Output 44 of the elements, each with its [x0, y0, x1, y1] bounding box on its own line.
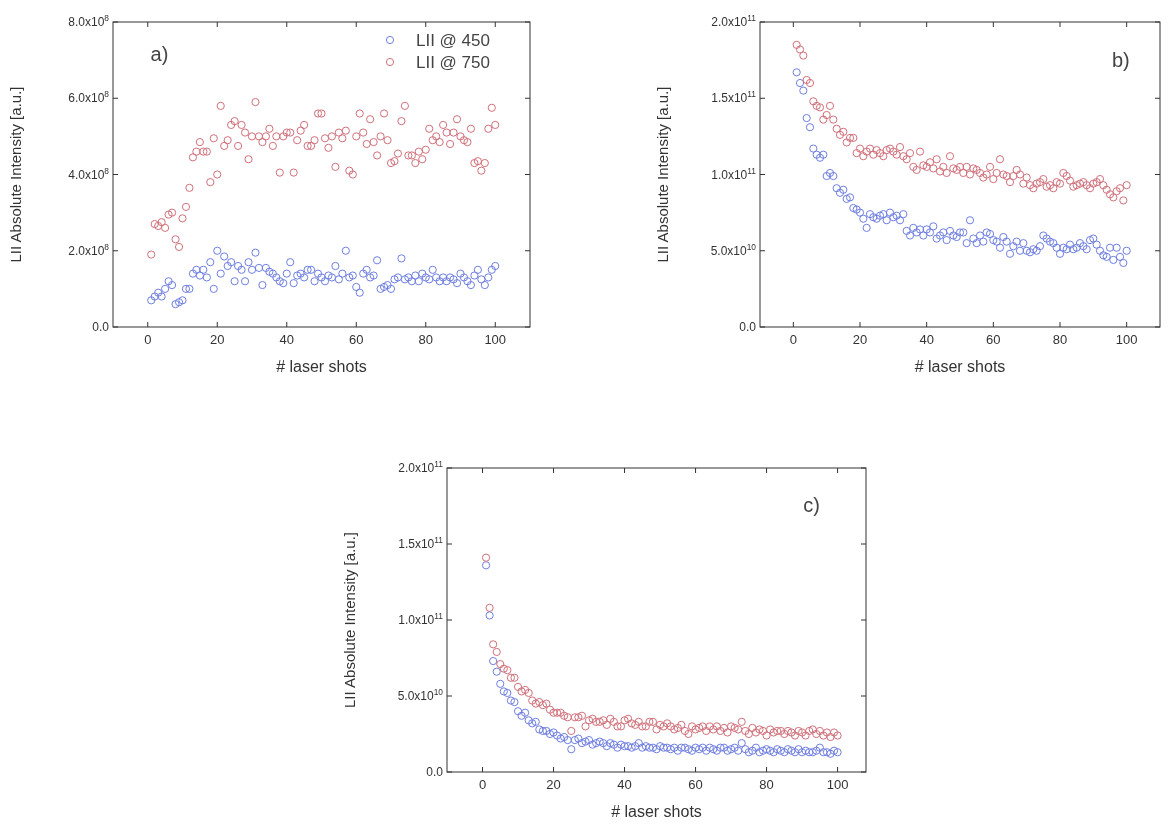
x-tick-label: 0 [789, 332, 797, 347]
y-tick-label: 1.0x10$^{11}$ [398, 611, 444, 627]
x-tick-label: 0 [478, 777, 487, 792]
y-tick-label: 8.0x10$^{8}$ [68, 13, 110, 29]
x-axis-title: # laser shots [276, 358, 367, 375]
x-tick-label: 20 [852, 332, 868, 347]
y-tick-label: 1.5x10$^{11}$ [711, 89, 757, 106]
x-tick-label: 80 [418, 332, 433, 347]
y-axis-title: LII Absolute Intensity [a.u.] [7, 86, 24, 263]
legend-label: LII @ 450 [416, 31, 490, 50]
x-tick-label: 0 [144, 332, 152, 347]
y-tick-label: 0.0 [739, 320, 757, 334]
y-tick-label: 0.0 [92, 320, 110, 334]
y-tick-label: 0.0 [426, 765, 444, 779]
y-tick-label: 2.0x10$^{11}$ [398, 459, 444, 475]
y-tick-label: 1.0x10$^{11}$ [711, 165, 757, 182]
y-axis-title: LII Absolute Intensity [a.u.] [341, 532, 358, 708]
x-tick-label: 40 [617, 777, 632, 792]
y-axis-title: LII Absolute Intensity [a.u.] [654, 86, 671, 263]
x-tick-label: 40 [919, 332, 934, 347]
y-tick-label: 4.0x10$^{8}$ [68, 165, 110, 182]
x-tick-label: 60 [349, 332, 364, 347]
x-tick-label: 60 [986, 332, 1001, 347]
y-tick-label: 2.0x10$^{8}$ [68, 241, 110, 258]
y-tick-label: 5.0x10$^{10}$ [397, 687, 444, 703]
x-tick-label: 100 [1115, 332, 1138, 347]
y-tick-label: 5.0x10$^{10}$ [710, 241, 757, 258]
annotation: a) [150, 42, 169, 65]
y-tick-label: 1.5x10$^{11}$ [398, 535, 444, 551]
x-tick-label: 20 [210, 332, 225, 347]
annotation: c) [803, 494, 820, 517]
x-tick-label: 40 [279, 332, 294, 347]
x-tick-label: 60 [688, 777, 703, 792]
legend-label: LII @ 750 [416, 53, 490, 72]
x-tick-label: 80 [759, 777, 774, 792]
x-axis-title: # laser shots [914, 358, 1006, 375]
x-tick-label: 80 [1052, 332, 1068, 347]
x-tick-label: 20 [546, 777, 561, 792]
y-tick-label: 6.0x10$^{8}$ [68, 89, 110, 106]
annotation: b) [1112, 48, 1130, 71]
y-tick-label: 2.0x10$^{11}$ [711, 13, 757, 29]
x-axis-title: # laser shots [611, 803, 702, 820]
x-tick-label: 100 [484, 332, 507, 347]
x-tick-label: 100 [826, 777, 849, 792]
